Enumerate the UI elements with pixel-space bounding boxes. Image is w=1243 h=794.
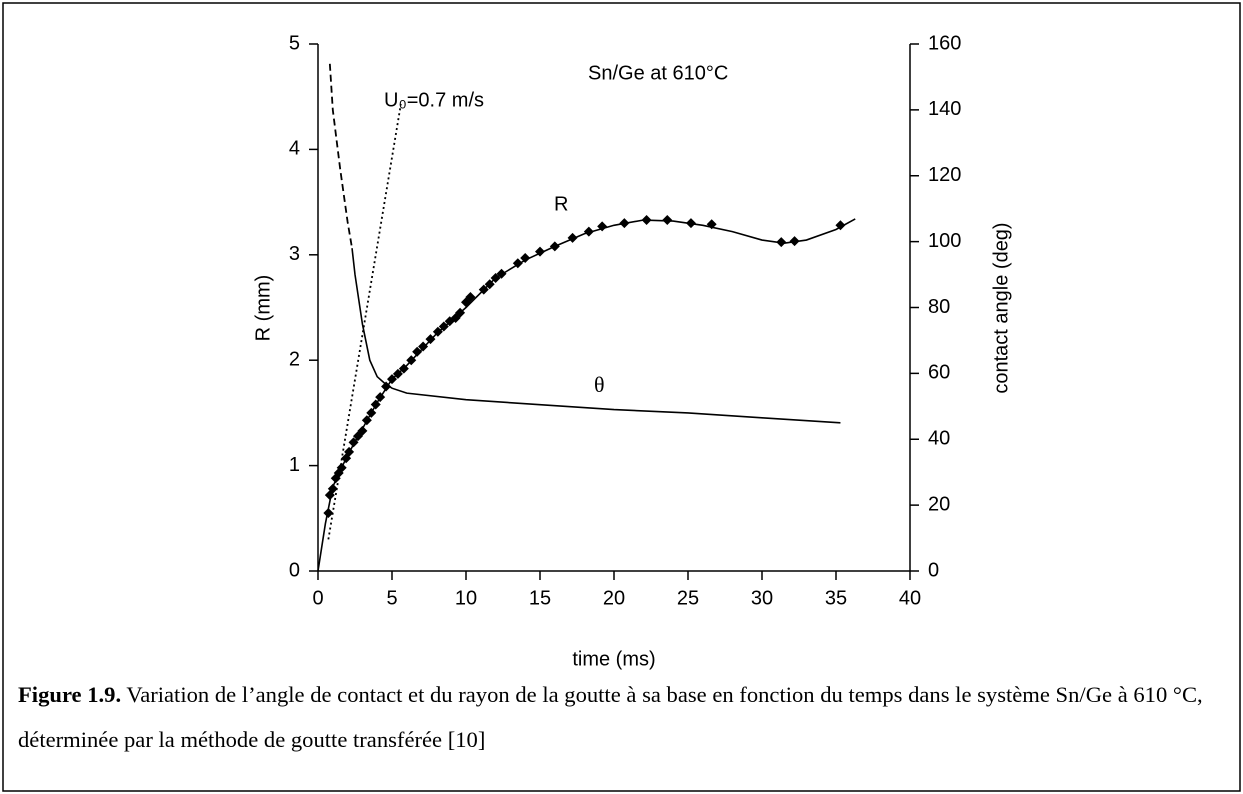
- x-tick-label: 25: [677, 587, 699, 609]
- annotation: θ: [594, 372, 605, 397]
- y2-tick-label: 20: [928, 493, 950, 515]
- x-axis-label: time (ms): [572, 648, 655, 670]
- caption-text: Variation de l’angle de contact et du ra…: [18, 682, 1203, 752]
- data-point: [583, 226, 594, 237]
- data-point: [662, 215, 673, 226]
- y2-tick-label: 60: [928, 362, 950, 384]
- y2-tick-label: 80: [928, 296, 950, 318]
- data-point: [418, 341, 429, 352]
- y2-axis-label: contact angle (deg): [990, 222, 1012, 393]
- x-tick-label: 10: [455, 587, 477, 609]
- x-tick-label: 40: [899, 587, 921, 609]
- caption: Figure 1.9. Variation de l’angle de cont…: [18, 672, 1233, 762]
- y2-tick-label: 100: [928, 230, 961, 252]
- data-line: [327, 103, 402, 540]
- y-tick-label: 2: [289, 348, 300, 370]
- y-tick-label: 4: [289, 138, 300, 160]
- x-tick-label: 5: [386, 587, 397, 609]
- x-tick-label: 35: [825, 587, 847, 609]
- y2-tick-label: 140: [928, 98, 961, 120]
- annotation: Sn/Ge at 610°C: [588, 62, 728, 84]
- annotation: U₀=0.7 m/s: [384, 89, 484, 111]
- data-line: [317, 218, 856, 572]
- y-tick-label: 1: [289, 454, 300, 476]
- x-tick-label: 0: [312, 587, 323, 609]
- y2-tick-label: 0: [928, 559, 939, 581]
- x-tick-label: 30: [751, 587, 773, 609]
- y2-tick-label: 40: [928, 428, 950, 450]
- x-tick-label: 20: [603, 587, 625, 609]
- y2-tick-label: 120: [928, 164, 961, 186]
- caption-label: Figure 1.9.: [18, 682, 122, 707]
- data-line: [328, 63, 353, 249]
- data-point: [412, 346, 423, 357]
- y-tick-label: 0: [289, 559, 300, 581]
- y-tick-label: 3: [289, 243, 300, 265]
- annotation: R: [554, 193, 568, 215]
- y-tick-label: 5: [289, 32, 300, 54]
- data-line: [351, 248, 841, 424]
- x-tick-label: 15: [529, 587, 551, 609]
- data-point: [323, 508, 334, 519]
- y2-tick-label: 160: [928, 32, 961, 54]
- data-point: [520, 252, 531, 263]
- y-axis-label: R (mm): [252, 275, 274, 342]
